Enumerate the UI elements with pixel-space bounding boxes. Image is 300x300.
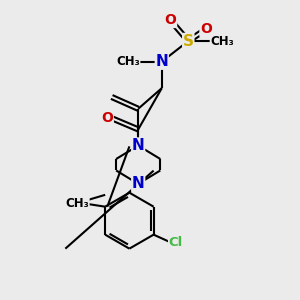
Text: N: N bbox=[132, 176, 145, 191]
Text: N: N bbox=[155, 54, 168, 69]
Text: CH₃: CH₃ bbox=[65, 197, 89, 210]
Text: O: O bbox=[101, 111, 113, 124]
Text: CH₃: CH₃ bbox=[116, 55, 140, 68]
Text: N: N bbox=[132, 138, 145, 153]
Text: Cl: Cl bbox=[169, 236, 183, 248]
Text: O: O bbox=[165, 14, 176, 27]
Text: S: S bbox=[183, 34, 194, 49]
Text: CH₃: CH₃ bbox=[210, 34, 234, 48]
Text: O: O bbox=[200, 22, 212, 36]
